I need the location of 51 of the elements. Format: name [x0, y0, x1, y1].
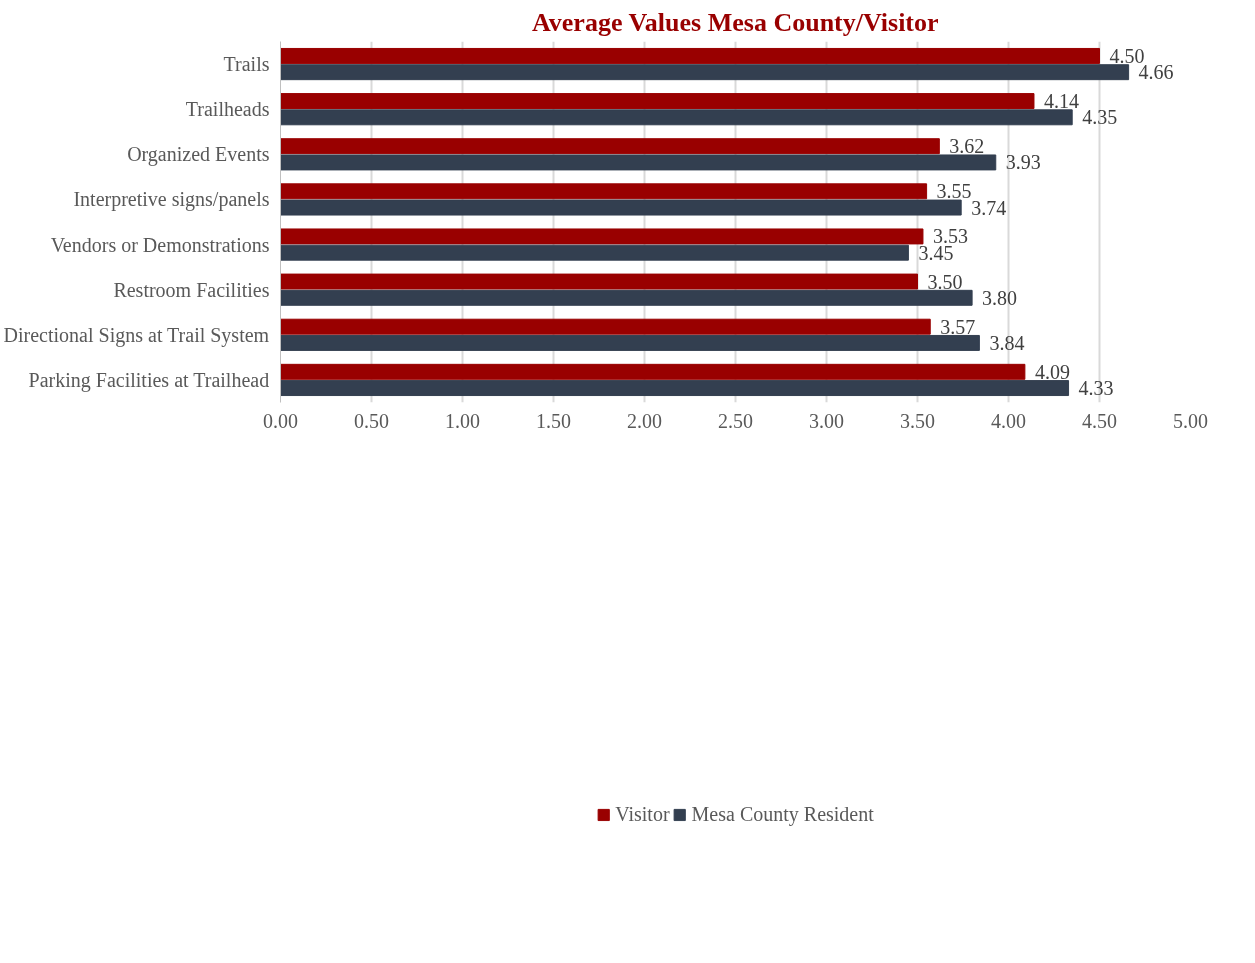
legend-label: Mesa County Resident [691, 802, 874, 826]
x-tick-label: 2.00 [627, 409, 662, 432]
bar [280, 199, 962, 216]
x-tick-label: 0.00 [263, 409, 298, 432]
data-label: 3.84 [989, 331, 1025, 354]
data-label: 4.09 [1034, 360, 1070, 383]
data-label: 3.93 [1005, 151, 1041, 174]
bar [280, 138, 940, 155]
bar [280, 47, 1100, 64]
bar [280, 228, 924, 245]
x-tick-label: 1.50 [536, 409, 571, 432]
bar [280, 154, 997, 171]
bar [280, 64, 1130, 81]
bar [280, 273, 918, 290]
bar [280, 289, 973, 306]
y-tick-label: Organized Events [127, 143, 270, 167]
legend-label: Visitor [615, 802, 670, 826]
y-tick-label: Directional Signs at Trail System [3, 323, 270, 347]
data-label: 3.62 [949, 135, 985, 158]
data-label: 3.74 [971, 196, 1007, 219]
data-label: 4.33 [1078, 377, 1114, 400]
y-tick-label: Trailheads [185, 98, 270, 121]
x-tick-label: 1.00 [445, 409, 480, 432]
chart-title: Average Values Mesa County/Visitor [531, 7, 939, 37]
data-label: 3.80 [982, 286, 1018, 309]
bar [280, 93, 1035, 110]
x-tick-label: 2.50 [718, 409, 753, 432]
y-tick-label: Parking Facilities at Trailhead [28, 368, 270, 392]
data-label: 3.50 [927, 270, 963, 293]
x-tick-label: 5.00 [1173, 409, 1208, 432]
x-tick-label: 3.00 [809, 409, 844, 432]
x-tick-label: 4.50 [1082, 409, 1117, 432]
bar [280, 183, 928, 200]
x-tick-label: 0.50 [354, 409, 389, 432]
bar [280, 244, 909, 261]
x-tick-label: 4.00 [991, 409, 1026, 432]
bar [280, 380, 1070, 397]
data-label: 4.14 [1043, 90, 1079, 113]
y-tick-label: Interpretive signs/panels [73, 188, 270, 212]
y-tick-label: Restroom Facilities [113, 278, 270, 301]
data-label: 4.50 [1109, 44, 1145, 67]
y-tick-label: Vendors or Demonstrations [50, 233, 270, 256]
data-label: 3.55 [936, 180, 972, 203]
data-label: 3.57 [940, 315, 976, 338]
bar [280, 109, 1073, 126]
y-tick-label: Trails [223, 53, 270, 76]
bar [280, 363, 1026, 380]
bar [280, 318, 931, 335]
data-label: 4.35 [1082, 106, 1118, 129]
x-tick-label: 3.50 [900, 409, 935, 432]
bar [280, 334, 980, 351]
